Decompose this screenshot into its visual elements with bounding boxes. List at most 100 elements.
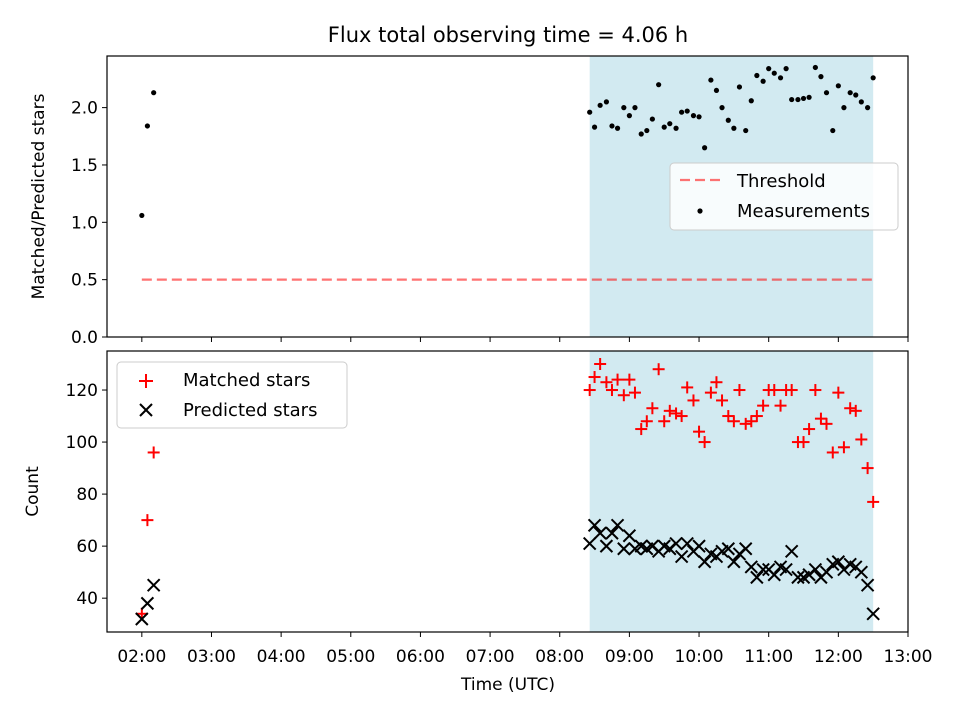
predicted-star-point — [739, 542, 753, 556]
top-legend: Threshold Measurements — [669, 162, 899, 231]
xtick-label-0: 02:00 — [117, 647, 166, 667]
xtick-label-11: 13:00 — [884, 647, 933, 667]
bottom-legend: Matched stars Predicted stars — [116, 361, 348, 429]
legend-measurement-swatch — [697, 208, 703, 214]
legend-threshold-label: Threshold — [736, 171, 826, 192]
measurement-point — [795, 96, 801, 103]
bottom-legend-box — [116, 361, 348, 429]
measurement-point — [690, 113, 697, 119]
matched-star-point — [745, 415, 758, 428]
measurement-point — [800, 95, 807, 102]
matched-star-point — [774, 399, 787, 412]
matched-star-point — [750, 410, 763, 423]
measurement-point — [708, 77, 714, 83]
measurement-point — [736, 84, 743, 90]
matched-star-point — [147, 446, 160, 459]
measurement-point — [713, 87, 720, 94]
predicted-star-point — [692, 539, 706, 553]
predicted-star-point — [617, 542, 631, 556]
predicted-star-point — [680, 536, 694, 551]
predicted-star-point — [146, 578, 161, 592]
matched-star-point — [611, 373, 624, 386]
top-legend-box — [669, 162, 899, 231]
matched-star-point — [583, 384, 596, 397]
chart-title: Flux total observing time = 4.06 h — [328, 23, 688, 47]
measurement-point — [812, 64, 818, 71]
matched-star-point — [814, 412, 827, 425]
matched-star-point — [716, 394, 729, 407]
predicted-star-point — [140, 596, 155, 611]
matched-star-point — [658, 415, 671, 428]
predicted-star-point — [756, 562, 770, 577]
top-yaxis: 0.0 0.5 1.0 1.5 2.0 — [71, 99, 909, 348]
matched-star-point — [675, 410, 688, 423]
matched-star-point — [635, 423, 648, 436]
predicted-star-point — [605, 526, 619, 540]
bottom-shaded-span — [589, 351, 874, 632]
predicted-star-point — [622, 529, 637, 543]
matched-star-point — [768, 384, 781, 397]
xtick-label-5: 07:00 — [466, 647, 515, 667]
predicted-star-point — [582, 536, 597, 551]
xtick-label-8: 10:00 — [675, 647, 724, 667]
predicted-star-point — [779, 562, 793, 577]
measurement-point — [748, 98, 754, 104]
matched-star-point — [739, 417, 752, 430]
matched-star-point — [733, 384, 746, 397]
predicted-star-point — [808, 562, 823, 577]
matched-star-point — [727, 415, 740, 428]
measurement-point — [760, 78, 766, 84]
predicted-star-point — [791, 570, 805, 585]
measurement-point — [587, 109, 593, 115]
xtick-label-2: 04:00 — [257, 647, 306, 667]
matched-star-point — [698, 436, 711, 449]
xtick-label-9: 11:00 — [744, 647, 793, 667]
matched-star-point — [826, 446, 839, 459]
measurement-point — [771, 70, 777, 76]
predicted-star-point — [697, 555, 712, 569]
measurement-point — [632, 105, 638, 111]
measurement-point — [661, 124, 667, 130]
measurement-point — [719, 105, 725, 111]
matched-star-point — [803, 423, 816, 436]
measurement-point — [591, 124, 598, 130]
measurement-point — [656, 82, 662, 88]
bottom-ytick-label-0: 40 — [76, 589, 98, 609]
xtick-label-1: 03:00 — [187, 647, 236, 667]
matched-star-point — [605, 384, 618, 397]
measurement-point — [667, 121, 673, 127]
matched-star-point — [722, 410, 735, 423]
measurement-point — [638, 131, 644, 137]
measurement-point — [679, 109, 685, 115]
measurement-point — [139, 212, 145, 219]
matched-star-point — [837, 441, 850, 454]
matched-star-point — [710, 376, 723, 389]
predicted-star-point — [587, 518, 602, 533]
measurement-point — [609, 123, 615, 129]
count-points — [135, 358, 880, 626]
matched-star-point — [757, 399, 770, 412]
xtick-label-10: 12:00 — [814, 647, 863, 667]
measurement-point — [777, 75, 784, 81]
matched-star-point — [809, 384, 822, 397]
matched-star-point — [652, 363, 665, 376]
matched-star-point — [141, 514, 154, 527]
predicted-star-point — [593, 526, 607, 540]
predicted-star-point — [721, 542, 736, 556]
matched-star-point — [849, 404, 862, 417]
top-ytick-label-1: 0.5 — [71, 271, 98, 291]
xtick-label-4: 06:00 — [396, 647, 445, 667]
matched-star-point — [687, 394, 700, 407]
matched-star-point — [785, 384, 798, 397]
bottom-ytick-label-4: 120 — [66, 381, 98, 401]
measurement-point — [644, 127, 650, 134]
measurement-point — [603, 99, 610, 105]
measurement-point — [853, 92, 859, 98]
measurement-point — [696, 114, 702, 120]
matched-star-point — [628, 386, 641, 399]
top-ytick-label-3: 1.5 — [71, 156, 98, 176]
top-ytick-label-4: 2.0 — [71, 99, 98, 119]
measurement-point — [614, 125, 621, 131]
predicted-star-point — [744, 560, 758, 574]
measurement-point — [847, 90, 853, 96]
